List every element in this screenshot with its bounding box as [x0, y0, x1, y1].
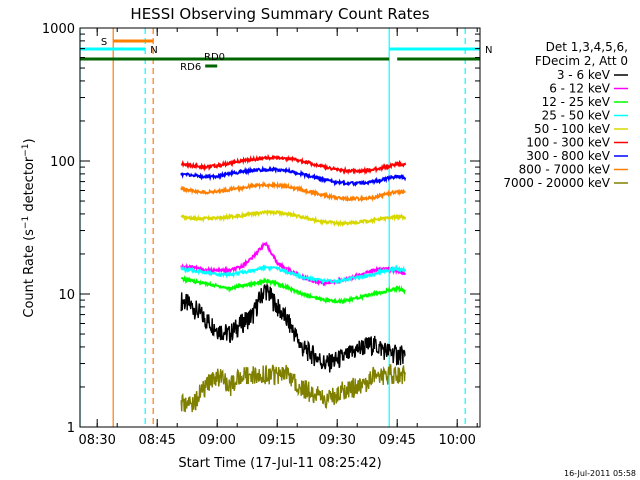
plot-frame — [79, 27, 481, 428]
flag-label-0: S — [101, 37, 107, 48]
series-line-3 — [180, 264, 407, 285]
axes: 1 10 100 1000 08:30 08:45 09:00 09:15 09:30 09:45… — [42, 22, 480, 448]
legend: Det 1,3,4,5,6, FDecim 2, Att 0 3 - 6 keV… — [503, 40, 628, 190]
x-tick-label-0: 08:30 — [78, 433, 115, 448]
y-axis-label-end: ) — [22, 138, 37, 143]
legend-label-8: 7000 - 20000 keV — [503, 176, 610, 190]
x-axis-label: Start Time (17-Jul-11 08:25:42) — [178, 456, 381, 471]
legend-label-1: 6 - 12 keV — [549, 82, 611, 96]
legend-label-3: 25 - 50 keV — [542, 109, 611, 123]
y-tick-label-1: 10 — [58, 288, 75, 303]
x-tick-label-3: 09:15 — [258, 433, 295, 448]
flag-label-1: N — [150, 45, 157, 56]
series-line-7 — [180, 180, 406, 203]
series-line-1 — [180, 241, 407, 287]
series-line-6 — [180, 165, 407, 187]
legend-label-7: 800 - 7000 keV — [519, 163, 611, 177]
flag-label-3: RD0 — [204, 52, 225, 63]
legend-label-5: 100 - 300 keV — [526, 136, 610, 150]
series-line-4 — [180, 209, 407, 228]
flag-label-4: RD6 — [180, 62, 201, 73]
y-axis-label-exp1: −1 — [21, 216, 31, 229]
x-tick-label-2: 09:00 — [198, 433, 235, 448]
legend-label-0: 3 - 6 keV — [557, 68, 611, 82]
y-axis-label-mid: detector — [22, 156, 37, 216]
series-line-2 — [180, 274, 406, 305]
legend-label-6: 300 - 800 keV — [526, 149, 610, 163]
y-axis-label-main: Count Rate (s — [22, 229, 37, 318]
y-axis-label-exp2: −1 — [21, 143, 31, 156]
series-line-0 — [180, 281, 406, 373]
y-tick-label-2: 100 — [50, 155, 75, 170]
legend-header-line2: FDecim 2, Att 0 — [535, 54, 628, 68]
legend-label-4: 50 - 100 keV — [534, 122, 611, 136]
x-tick-label-4: 09:30 — [318, 433, 355, 448]
x-tick-label-1: 08:45 — [138, 433, 175, 448]
x-tick-label-6: 10:00 — [438, 433, 475, 448]
y-tick-label-0: 1 — [67, 421, 75, 436]
x-tick-label-5: 09:45 — [378, 433, 415, 448]
y-tick-label-3: 1000 — [42, 22, 75, 37]
chart-title: HESSI Observing Summary Count Rates — [130, 5, 429, 23]
generation-timestamp: 16-Jul-2011 05:58 — [564, 469, 636, 478]
y-axis-label: Count Rate (s−1 detector−1) — [21, 138, 37, 317]
legend-header-line1: Det 1,3,4,5,6, — [546, 40, 628, 54]
series-line-5 — [180, 153, 407, 176]
flag-label-2: N — [485, 45, 492, 56]
series-line-8 — [180, 364, 406, 413]
legend-label-2: 12 - 25 keV — [542, 95, 611, 109]
